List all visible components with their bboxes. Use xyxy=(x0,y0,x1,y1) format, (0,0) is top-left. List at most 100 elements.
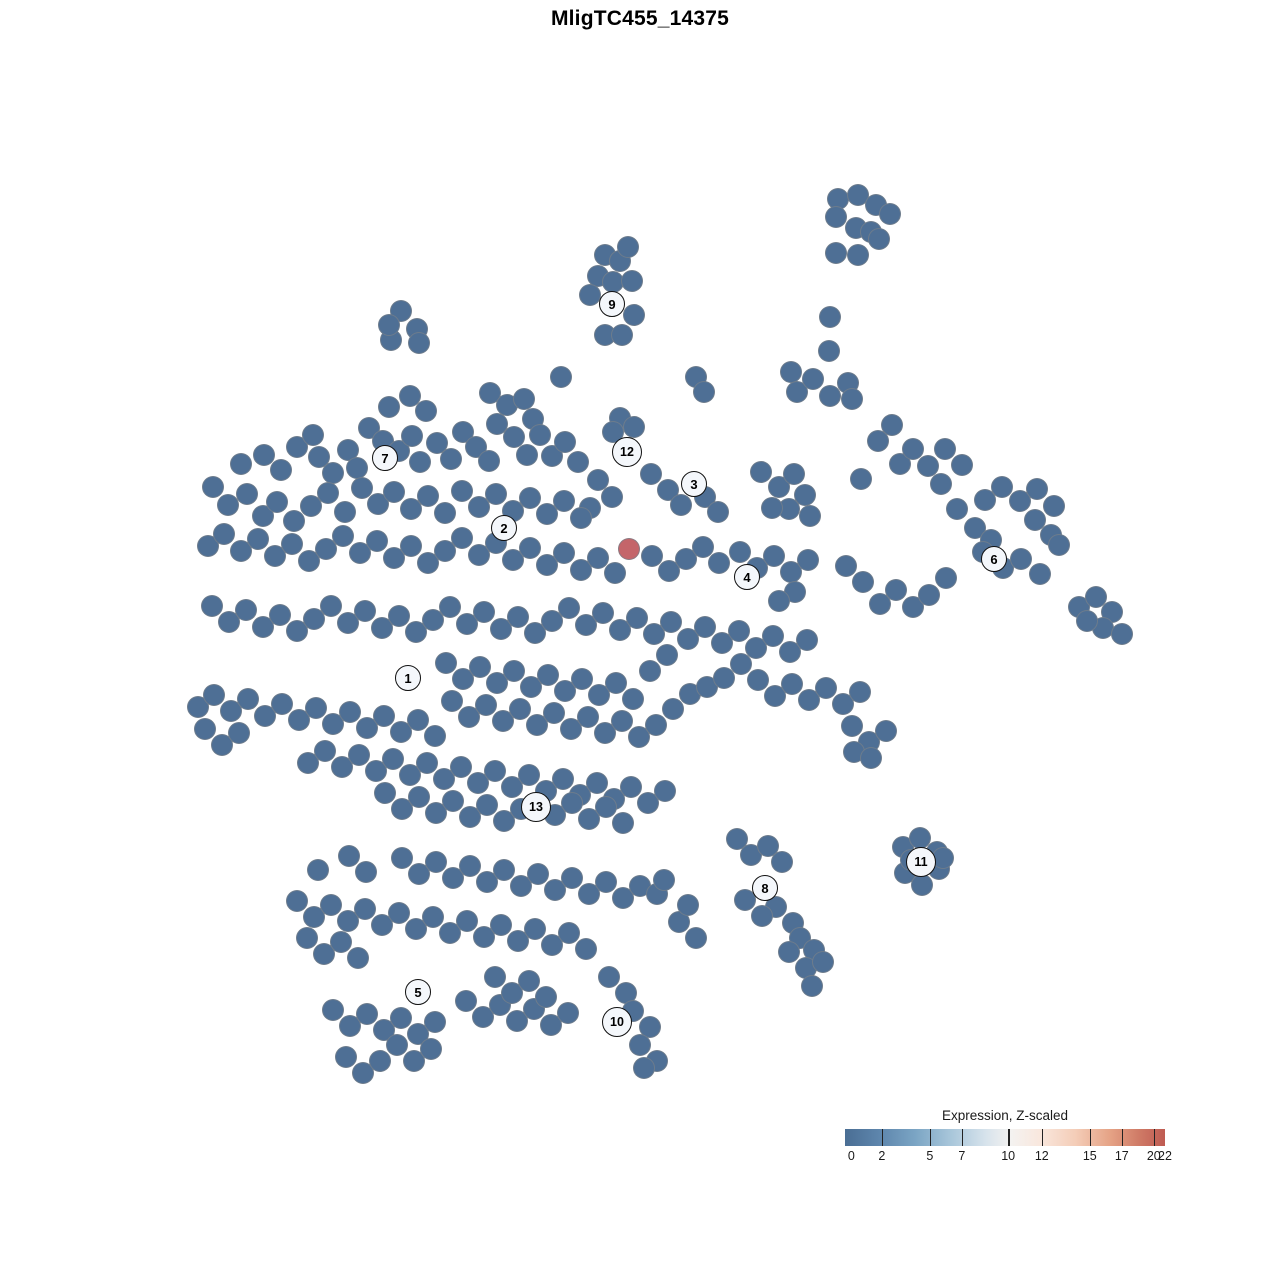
data-point xyxy=(935,567,957,589)
data-point xyxy=(881,414,903,436)
data-point xyxy=(558,922,580,944)
data-point xyxy=(365,760,387,782)
colorbar-tick-10 xyxy=(1008,1129,1010,1146)
data-point xyxy=(1076,610,1098,632)
data-point xyxy=(612,887,634,909)
data-point xyxy=(694,616,716,638)
data-point xyxy=(218,611,240,633)
data-point xyxy=(305,697,327,719)
data-point xyxy=(946,498,968,520)
data-point xyxy=(450,756,472,778)
data-point xyxy=(802,368,824,390)
cluster-label-8[interactable]: 8 xyxy=(752,875,778,901)
data-point xyxy=(346,457,368,479)
data-point xyxy=(643,623,665,645)
data-point xyxy=(228,722,250,744)
data-point xyxy=(197,535,219,557)
data-point xyxy=(762,625,784,647)
data-point xyxy=(578,883,600,905)
data-point xyxy=(626,607,648,629)
data-point xyxy=(456,613,478,635)
data-point xyxy=(484,966,506,988)
data-point xyxy=(554,431,576,453)
data-point xyxy=(639,660,661,682)
data-point xyxy=(405,918,427,940)
data-point xyxy=(640,463,662,485)
data-point xyxy=(486,672,508,694)
data-point xyxy=(220,700,242,722)
data-point xyxy=(416,752,438,774)
cluster-label-9[interactable]: 9 xyxy=(599,291,625,317)
data-point xyxy=(378,396,400,418)
data-point xyxy=(422,609,444,631)
cluster-label-1[interactable]: 1 xyxy=(395,665,421,691)
data-point xyxy=(485,483,507,505)
data-point xyxy=(734,889,756,911)
data-point xyxy=(543,702,565,724)
colorbar-title: Expression, Z-scaled xyxy=(941,1108,1069,1123)
data-point xyxy=(768,590,790,612)
colorbar-tick-label-15: 15 xyxy=(1082,1149,1097,1163)
data-point xyxy=(1024,509,1046,531)
colorbar-tick-label-5: 5 xyxy=(926,1149,934,1163)
colorbar-tick-label-12: 12 xyxy=(1034,1149,1049,1163)
data-point xyxy=(439,922,461,944)
data-point xyxy=(420,1038,442,1060)
data-point xyxy=(451,527,473,549)
data-point xyxy=(519,487,541,509)
cluster-label-3[interactable]: 3 xyxy=(681,471,707,497)
cluster-label-5[interactable]: 5 xyxy=(405,979,431,1005)
colorbar-tick-label-20: 20 xyxy=(1146,1149,1161,1163)
data-point xyxy=(930,473,952,495)
data-point xyxy=(1085,586,1107,608)
data-point xyxy=(479,382,501,404)
cluster-label-6[interactable]: 6 xyxy=(981,546,1007,572)
data-point xyxy=(818,340,840,362)
cluster-label-13[interactable]: 13 xyxy=(521,792,551,822)
data-point xyxy=(1010,548,1032,570)
data-point xyxy=(726,828,748,850)
data-point xyxy=(424,725,446,747)
data-point xyxy=(407,709,429,731)
data-point xyxy=(825,242,847,264)
data-point xyxy=(322,713,344,735)
data-point xyxy=(194,718,216,740)
cluster-label-7[interactable]: 7 xyxy=(372,445,398,471)
data-point xyxy=(815,677,837,699)
data-point xyxy=(595,796,617,818)
data-point xyxy=(382,748,404,770)
data-point xyxy=(374,782,396,804)
data-point xyxy=(253,444,275,466)
cluster-label-2[interactable]: 2 xyxy=(491,515,517,541)
data-point xyxy=(400,535,422,557)
colorbar-tick-5 xyxy=(929,1129,932,1146)
data-point xyxy=(611,324,633,346)
cluster-label-11[interactable]: 11 xyxy=(906,847,936,877)
cluster-label-12[interactable]: 12 xyxy=(612,437,642,467)
data-point xyxy=(662,698,684,720)
cluster-label-10[interactable]: 10 xyxy=(602,1007,632,1037)
data-point xyxy=(656,644,678,666)
data-point xyxy=(561,867,583,889)
data-point xyxy=(540,1014,562,1036)
data-point xyxy=(354,600,376,622)
data-point xyxy=(337,612,359,634)
data-point xyxy=(300,495,322,517)
data-point xyxy=(213,523,235,545)
data-point xyxy=(779,641,801,663)
data-point xyxy=(660,611,682,633)
data-point xyxy=(476,871,498,893)
data-point xyxy=(371,914,393,936)
data-point xyxy=(529,424,551,446)
data-point xyxy=(974,489,996,511)
data-point xyxy=(601,486,623,508)
data-point xyxy=(252,505,274,527)
data-point xyxy=(554,680,576,702)
data-point xyxy=(475,694,497,716)
data-point xyxy=(783,463,805,485)
data-point xyxy=(885,579,907,601)
data-point xyxy=(400,498,422,520)
colorbar-tick-label-17: 17 xyxy=(1114,1149,1129,1163)
cluster-label-4[interactable]: 4 xyxy=(734,564,760,590)
data-point xyxy=(351,477,373,499)
